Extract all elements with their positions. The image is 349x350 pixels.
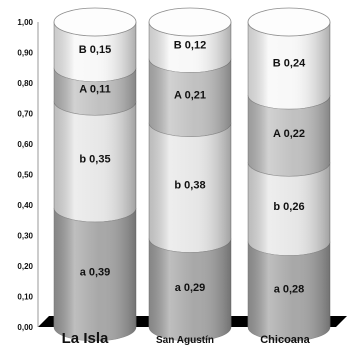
cylinder-top-cap — [247, 7, 331, 37]
bar-segment-shading — [149, 22, 231, 73]
bars: a 0,39 b 0,35 A 0,11 B 0,15 a 0,29 b 0,38 A 0,… — [53, 7, 331, 342]
segment-data-label: B 0,24 — [273, 58, 306, 70]
bar-segment-shading — [149, 122, 231, 253]
category-label: Chicoana — [260, 334, 310, 346]
y-tick-label: 0,60 — [17, 140, 33, 149]
bar-segment-shading — [248, 95, 330, 177]
segment-data-label: A 0,21 — [174, 90, 206, 102]
segment-data-label: a 0,28 — [274, 283, 305, 295]
segment-data-label: b 0,35 — [79, 154, 110, 166]
bar-segment-shading — [54, 67, 136, 116]
bar-segment-shading — [248, 241, 330, 341]
y-tick-label: 1,00 — [17, 18, 33, 27]
bar-segment-shading — [149, 58, 231, 137]
y-tick-label: 0,50 — [17, 171, 33, 180]
segment-data-label: a 0,39 — [80, 267, 111, 279]
y-tick-label: 0,90 — [17, 49, 33, 58]
y-tick-label: 0,30 — [17, 232, 33, 241]
bar-segment-shading — [54, 101, 136, 223]
segment-data-label: b 0,38 — [174, 180, 205, 192]
cylinder-bar: a 0,39 b 0,35 A 0,11 B 0,15 — [53, 7, 137, 342]
segment-data-label: A 0,22 — [273, 128, 305, 140]
y-tick-label: 0,10 — [17, 293, 33, 302]
segment-data-label: b 0,26 — [273, 201, 304, 213]
cylinder-top-cap — [148, 7, 232, 37]
cylinder-bar: a 0,28 b 0,26 A 0,22 B 0,24 — [247, 7, 331, 342]
segment-data-label: B 0,15 — [79, 44, 111, 56]
category-label: San Agustín — [156, 335, 214, 346]
bar-segment-shading — [54, 22, 136, 82]
category-label: La Isla — [62, 330, 109, 347]
y-tick-label: 0,40 — [17, 201, 33, 210]
bar-segment-shading — [248, 22, 330, 110]
bar-segment-shading — [149, 238, 231, 341]
y-tick-label: 0,80 — [17, 79, 33, 88]
segment-data-label: B 0,12 — [174, 39, 206, 51]
y-tick-label: 0,00 — [17, 323, 33, 332]
bar-segment-shading — [54, 208, 136, 341]
cylinder-bar: a 0,29 b 0,38 A 0,21 B 0,12 — [148, 7, 232, 342]
y-tick-label: 0,70 — [17, 110, 33, 119]
segment-data-label: a 0,29 — [175, 282, 206, 294]
segment-data-label: A 0,11 — [79, 84, 110, 96]
bar-segment-shading — [248, 162, 330, 256]
y-axis-ticks: 0,00 0,10 0,20 0,30 0,40 0,50 0,60 0,70 0,80 0,90… — [17, 18, 33, 332]
y-tick-label: 0,20 — [17, 262, 33, 271]
category-labels: La Isla San Agustín Chicoana — [62, 330, 311, 347]
cylinder-top-cap — [53, 7, 137, 37]
